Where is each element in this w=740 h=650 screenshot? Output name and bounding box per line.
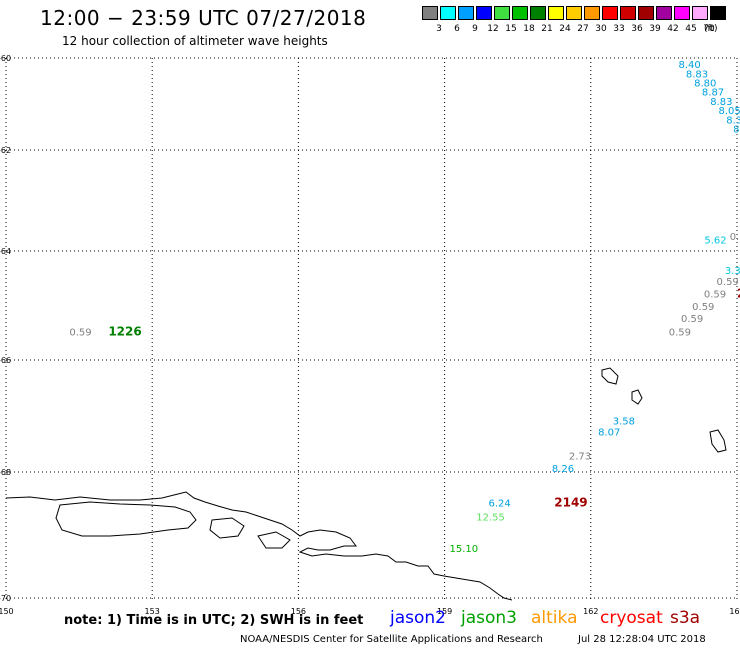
wave-height-value: 2: [737, 286, 740, 300]
scale-label: 27: [577, 24, 589, 34]
satellite-label-altika: altika: [531, 608, 578, 628]
scale-label: 12: [487, 24, 499, 34]
scale-unit: (ft): [704, 24, 718, 34]
island-outline: [631, 389, 643, 405]
satellite-label-jason2: jason2: [390, 608, 446, 628]
map-title: 12:00 − 23:59 UTC 07/27/2018: [40, 6, 367, 30]
ice-shelf-outline: [55, 501, 197, 537]
wave-height-value: 5.62: [704, 235, 726, 246]
scale-label: 15: [505, 24, 517, 34]
satellite-label-jason3: jason3: [461, 608, 517, 628]
scale-swatch: [476, 6, 492, 20]
scale-swatch: [692, 6, 708, 20]
map-subtitle: 12 hour collection of altimeter wave hei…: [62, 34, 328, 48]
wave-height-value: 8.80: [694, 79, 716, 90]
scale-swatch: [584, 6, 600, 20]
wave-height-value: 8.: [733, 125, 740, 136]
wave-height-value: 8.83: [686, 69, 708, 80]
latitude-label: -62: [0, 146, 11, 155]
scale-swatch: [512, 6, 528, 20]
credit-text: NOAA/NESDIS Center for Satellite Applica…: [240, 634, 543, 645]
latitude-label: -68: [0, 468, 11, 477]
longitude-label: 159: [437, 607, 452, 616]
scale-label: 42: [667, 24, 679, 34]
wave-height-value: 0.59: [669, 327, 691, 338]
scale-swatch: [422, 6, 438, 20]
scale-swatch: [494, 6, 510, 20]
satellite-label-cryosat: cryosat: [600, 608, 663, 628]
scale-label: 21: [541, 24, 553, 34]
scale-label: 70: [703, 24, 715, 34]
scale-swatch: [638, 6, 654, 20]
latitude-label: -60: [0, 54, 11, 63]
scale-label: 24: [559, 24, 571, 34]
scale-swatch: [602, 6, 618, 20]
wave-height-value: 8.07: [598, 428, 620, 439]
longitude-label: 150: [0, 607, 14, 616]
scale-swatch: [440, 6, 456, 20]
scale-swatch: [548, 6, 564, 20]
longitude-label: 165: [729, 607, 740, 616]
wave-height-value: 8.40: [679, 60, 701, 71]
wave-height-value: 3.58: [613, 416, 635, 427]
glacier-tongue-outline: [209, 517, 245, 539]
scale-label: 36: [631, 24, 643, 34]
latitude-label: -70: [0, 594, 11, 603]
coastline: [5, 367, 727, 601]
timestamp-text: Jul 28 12:28:04 UTC 2018: [578, 634, 706, 645]
wave-height-value: 8.05: [718, 106, 740, 117]
wave-height-value: 0.59: [69, 327, 91, 338]
wave-height-value: 15.10: [449, 544, 478, 555]
scale-swatch: [656, 6, 672, 20]
wave-height-value: 8.87: [702, 88, 724, 99]
longitude-label: 156: [291, 607, 306, 616]
wave-height-observations: 8.408.838.808.878.838.058.378.5.620.513.…: [69, 60, 740, 555]
axis-labels: -60 -62 -64 -66 -68 -70 150 153 156 159 162 165: [0, 54, 740, 616]
longitude-label: 162: [583, 607, 598, 616]
scale-swatch: [566, 6, 582, 20]
latitude-label: -64: [0, 247, 11, 256]
scale-label: 3: [436, 24, 442, 34]
wave-height-value: 1226: [108, 324, 141, 338]
footer-note: note: 1) Time is in UTC; 2) SWH is in fe…: [64, 613, 364, 628]
wave-height-value: 3.36: [725, 266, 740, 277]
scale-swatch: [458, 6, 474, 20]
scale-swatch: [710, 6, 726, 20]
wave-height-value: 8.37: [726, 115, 740, 126]
island-outline: [709, 429, 727, 453]
wave-height-value: 8.26: [552, 464, 574, 475]
wave-height-value: 0.59: [692, 302, 714, 313]
scale-label: 33: [613, 24, 625, 34]
scale-label: 18: [523, 24, 535, 34]
wave-height-value: 0.59: [717, 277, 739, 288]
scale-swatch: [530, 6, 546, 20]
scale-label: 39: [649, 24, 661, 34]
satellite-label-s3a: s3a: [670, 608, 701, 628]
wave-height-value: 0.5: [730, 232, 740, 243]
scale-label: 30: [595, 24, 607, 34]
wave-height-value: 2149: [554, 496, 587, 510]
wave-height-value: 0.59: [681, 314, 703, 325]
latitude-label: -66: [0, 356, 11, 365]
island-outline: [601, 367, 619, 385]
wave-height-value: 8.83: [710, 97, 732, 108]
wave-height-value: 2.73: [569, 452, 591, 463]
scale-label: 9: [472, 24, 478, 34]
longitude-label: 153: [145, 607, 160, 616]
wave-height-value: 0.59: [704, 289, 726, 300]
scale-label: 45: [685, 24, 697, 34]
wave-height-value: 12.55: [476, 513, 505, 524]
scale-swatch: [620, 6, 636, 20]
wave-height-value: 6.24: [488, 499, 510, 510]
glacier-tongue-outline: [257, 531, 291, 549]
scale-swatch: [674, 6, 690, 20]
antarctic-coastline: [5, 491, 513, 601]
scale-label: 6: [454, 24, 460, 34]
